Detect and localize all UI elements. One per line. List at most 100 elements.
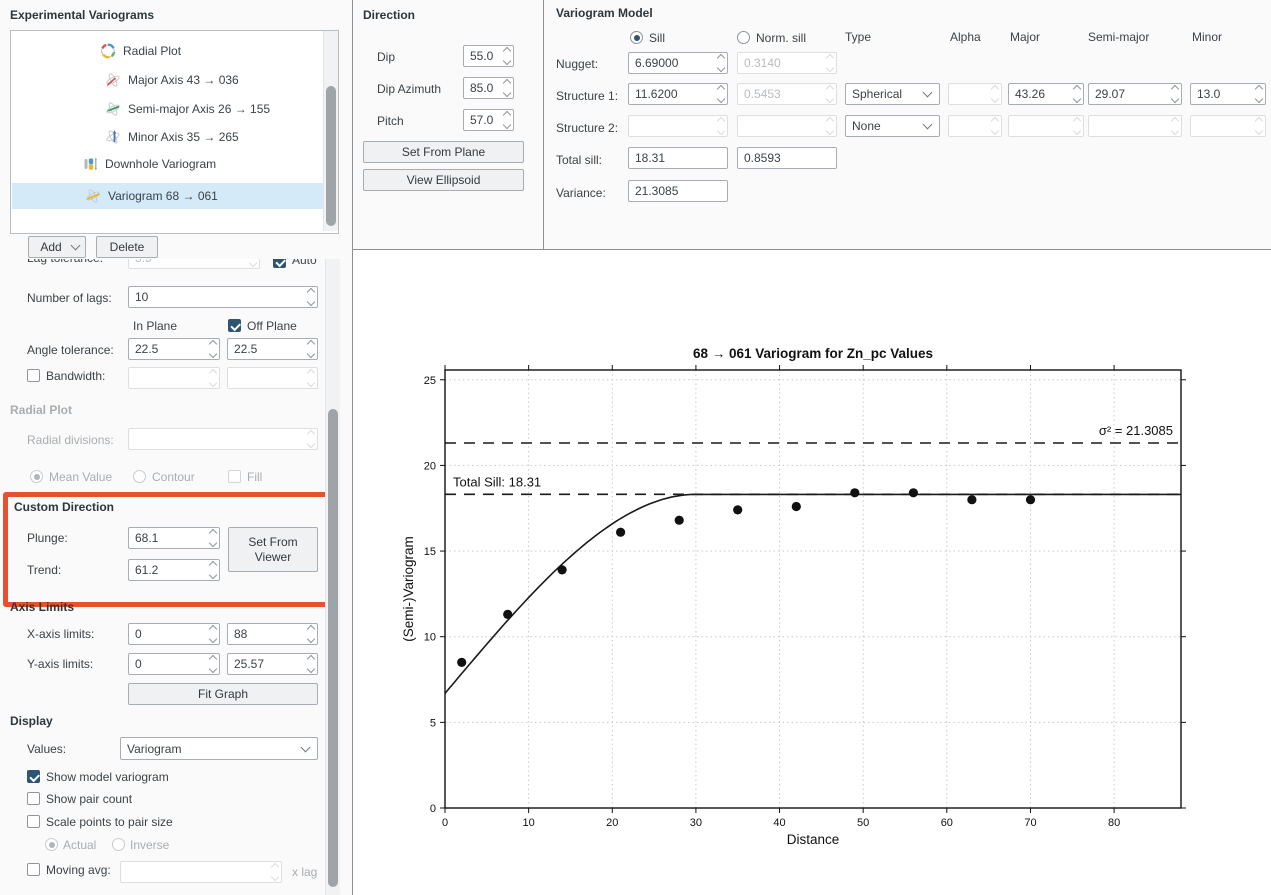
svg-text:5: 5: [430, 717, 436, 729]
spinner[interactable]: [1254, 84, 1264, 104]
radial-plot-icon: [100, 43, 116, 59]
sill-radio[interactable]: [630, 31, 643, 44]
tree-item-radial-plot[interactable]: Radial Plot: [12, 38, 323, 64]
display-section-header: Display: [10, 714, 53, 728]
plunge-field[interactable]: 68.1: [128, 527, 220, 549]
norm-sill-radio-label: Norm. sill: [756, 31, 806, 45]
dip-label: Dip: [377, 50, 396, 64]
lag-tolerance-field[interactable]: 5.5: [128, 259, 260, 269]
spinner[interactable]: [1170, 84, 1180, 104]
tree-item-label: Radial Plot: [123, 44, 182, 58]
structure-2-major-field: [1008, 115, 1084, 137]
chevron-down-icon: [922, 87, 933, 98]
x-axis-min-field[interactable]: 0: [128, 623, 220, 645]
y-axis-min-field[interactable]: 0: [128, 653, 220, 675]
svg-text:Distance: Distance: [787, 832, 840, 847]
spinner[interactable]: [208, 624, 218, 644]
spinner[interactable]: [208, 560, 218, 580]
structure-1-sill-field[interactable]: 11.6200: [628, 83, 728, 105]
angle-tolerance-in-plane-field[interactable]: 22.5: [128, 338, 220, 360]
svg-text:50: 50: [857, 817, 869, 829]
nugget-sill-field[interactable]: 6.69000: [628, 52, 728, 74]
bandwidth-label: Bandwidth:: [46, 369, 106, 383]
norm-sill-radio[interactable]: [737, 31, 750, 44]
off-plane-checkbox[interactable]: [228, 319, 241, 332]
tree-item-semi-major-axis[interactable]: Semi-major Axis 26 → 155: [12, 96, 323, 122]
structure-1-type-dropdown[interactable]: Spherical: [845, 83, 940, 105]
moving-avg-label: Moving avg:: [46, 863, 111, 877]
bandwidth-checkbox[interactable]: [27, 369, 40, 382]
show-pair-count-checkbox[interactable]: [27, 792, 40, 805]
lag-tolerance-label: Lag tolerance:: [27, 259, 103, 265]
tree-item-minor-axis[interactable]: Minor Axis 35 → 265: [12, 124, 323, 150]
spinner[interactable]: [502, 78, 512, 98]
auto-checkbox[interactable]: [273, 259, 286, 268]
spinner[interactable]: [208, 339, 218, 359]
dip-field[interactable]: 55.0: [463, 45, 514, 67]
spinner[interactable]: [716, 84, 726, 104]
spinner[interactable]: [306, 287, 316, 307]
tree-item-custom-variogram[interactable]: Variogram 68 → 061: [12, 183, 323, 209]
add-button[interactable]: Add: [28, 236, 86, 258]
structure-2-sill-field: [628, 115, 728, 137]
spinner[interactable]: [306, 654, 316, 674]
dip-azimuth-field[interactable]: 85.0: [463, 77, 514, 99]
spinner[interactable]: [208, 654, 218, 674]
spinner[interactable]: [716, 53, 726, 73]
set-from-viewer-button[interactable]: Set From Viewer: [228, 527, 318, 572]
y-axis-max-field[interactable]: 25.57: [227, 653, 318, 675]
pitch-field[interactable]: 57.0: [463, 109, 514, 131]
spinner[interactable]: [248, 259, 258, 268]
fit-graph-button[interactable]: Fit Graph: [128, 683, 318, 705]
svg-text:70: 70: [1024, 817, 1036, 829]
svg-text:0: 0: [430, 803, 436, 815]
view-ellipsoid-button[interactable]: View Ellipsoid: [363, 169, 524, 191]
trend-field[interactable]: 61.2: [128, 559, 220, 581]
show-model-variogram-checkbox[interactable]: [27, 770, 40, 783]
structure-1-alpha-field: [948, 83, 1002, 105]
spinner[interactable]: [208, 528, 218, 548]
moving-avg-checkbox[interactable]: [27, 863, 40, 876]
structure-1-major-field[interactable]: 43.26: [1008, 83, 1084, 105]
spinner[interactable]: [1072, 84, 1082, 104]
number-of-lags-field[interactable]: 10: [128, 286, 318, 308]
spinner[interactable]: [502, 110, 512, 130]
tree-item-downhole-variogram[interactable]: Downhole Variogram: [12, 151, 323, 177]
delete-button[interactable]: Delete: [96, 236, 158, 258]
svg-text:40: 40: [773, 817, 785, 829]
scale-points-checkbox[interactable]: [27, 815, 40, 828]
structure-2-label: Structure 2:: [556, 121, 619, 135]
downhole-variogram-icon: [82, 156, 98, 172]
angle-tolerance-off-plane-field[interactable]: 22.5: [227, 338, 318, 360]
tree-scrollbar-thumb[interactable]: [326, 86, 336, 226]
structure-2-semi-major-field: [1088, 115, 1182, 137]
major-column-label: Major: [1010, 30, 1041, 44]
variogram-settings-panel: Lag tolerance: 5.5 Auto Number of lags: …: [0, 259, 352, 895]
spinner[interactable]: [306, 339, 316, 359]
structure-1-label: Structure 1:: [556, 89, 619, 103]
spinner[interactable]: [502, 46, 512, 66]
direction-header: Direction: [363, 8, 416, 22]
nugget-label: Nugget:: [556, 57, 599, 71]
structure-1-semi-major-field[interactable]: 29.07: [1088, 83, 1182, 105]
number-of-lags-label: Number of lags:: [27, 291, 112, 305]
settings-scrollbar-thumb[interactable]: [328, 409, 338, 887]
svg-text:30: 30: [690, 817, 702, 829]
tree-scrollbar[interactable]: [323, 31, 338, 231]
settings-scrollbar[interactable]: [325, 259, 340, 895]
tree-item-major-axis[interactable]: Major Axis 43 → 036: [12, 67, 323, 93]
values-dropdown[interactable]: Variogram: [120, 737, 318, 760]
actual-radio: [45, 838, 58, 851]
tree-item-label: Downhole Variogram: [105, 157, 217, 171]
fill-label: Fill: [247, 470, 263, 484]
structure-1-minor-field[interactable]: 13.0: [1190, 83, 1266, 105]
x-axis-max-field[interactable]: 88: [227, 623, 318, 645]
spinner[interactable]: [306, 624, 316, 644]
svg-text:60: 60: [941, 817, 953, 829]
mean-value-label: Mean Value: [49, 470, 113, 484]
svg-text:68 → 061 Variogram for Zn_pc V: 68 → 061 Variogram for Zn_pc Values: [693, 346, 933, 361]
trend-label: Trend:: [27, 563, 62, 577]
set-from-plane-button[interactable]: Set From Plane: [363, 141, 524, 163]
structure-2-type-dropdown[interactable]: None: [845, 115, 940, 137]
